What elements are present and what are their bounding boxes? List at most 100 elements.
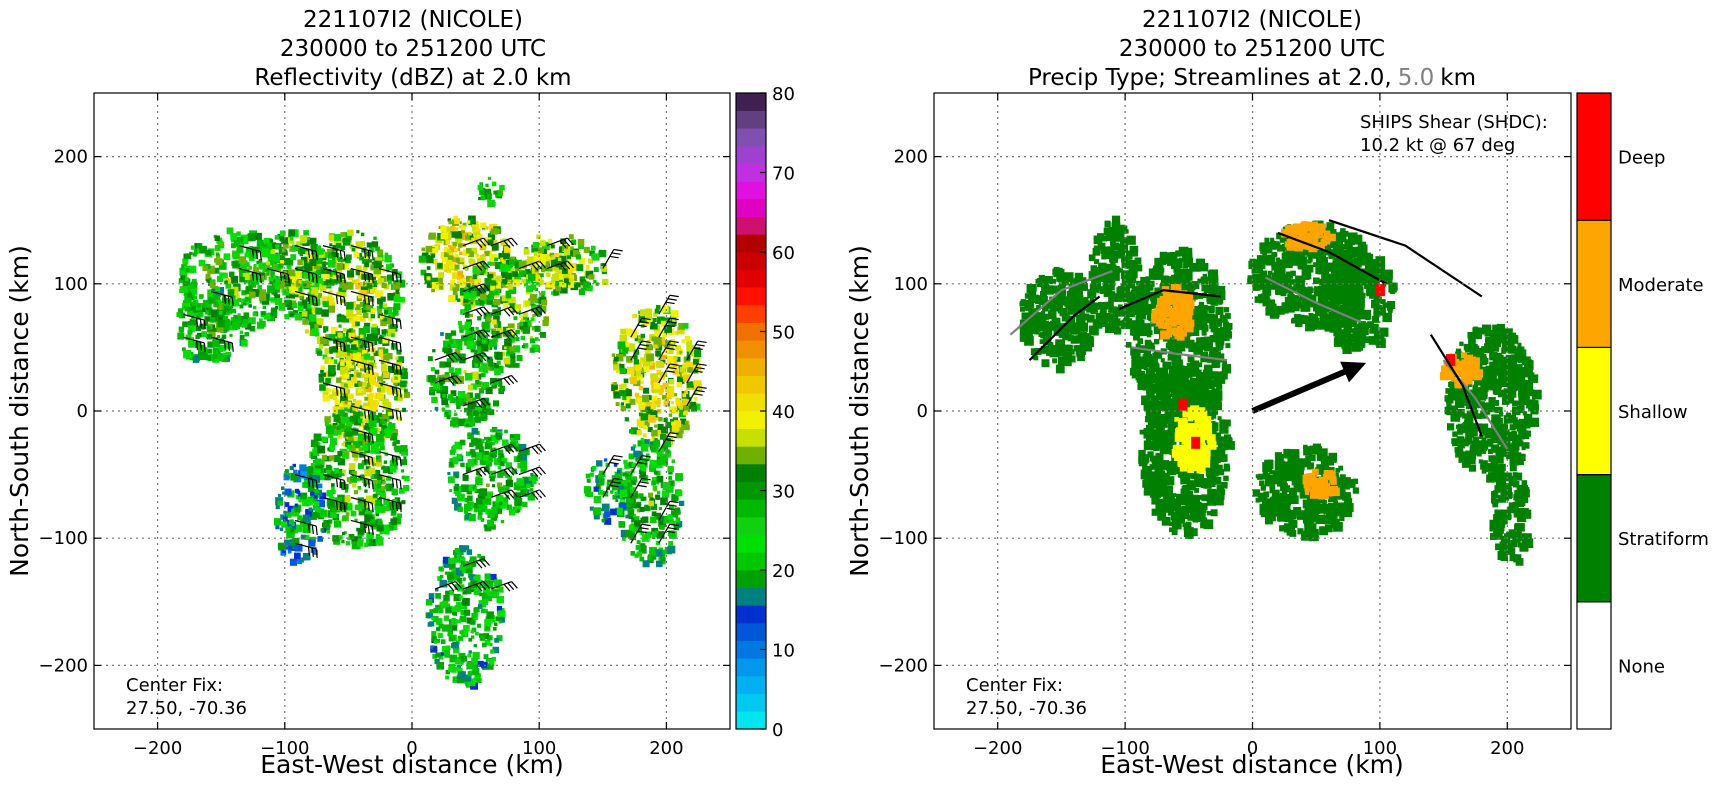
reflectivity-cell — [611, 384, 618, 392]
reflectivity-cell — [544, 259, 548, 263]
reflectivity-cell — [366, 540, 370, 544]
reflectivity-cell — [383, 354, 390, 361]
reflectivity-cell — [466, 340, 473, 347]
reflectivity-cell — [364, 542, 369, 547]
reflectivity-cell — [349, 347, 357, 355]
precip-cell — [1030, 325, 1040, 335]
reflectivity-core-cell — [460, 229, 465, 234]
reflectivity-cell — [213, 267, 220, 274]
precip-cell — [1117, 304, 1123, 310]
reflectivity-cell — [671, 318, 676, 323]
reflectivity-cell — [317, 350, 323, 356]
wind-barb-flag — [479, 239, 487, 247]
reflectivity-cell — [496, 635, 503, 642]
reflectivity-cell — [472, 668, 480, 676]
wind-barb-flag — [665, 438, 675, 442]
reflectivity-cell — [345, 257, 351, 264]
reflectivity-cell — [303, 553, 308, 558]
reflectivity-cell — [370, 308, 375, 313]
reflectivity-cell — [336, 273, 342, 279]
precip-cell — [1028, 293, 1033, 299]
reflectivity-core-cell — [534, 268, 539, 273]
reflectivity-cell — [622, 537, 626, 541]
reflectivity-cell — [451, 256, 458, 264]
reflectivity-cell — [640, 380, 644, 385]
wind-barb-flag — [611, 252, 621, 255]
wind-barb-flag — [539, 466, 546, 475]
wind-barb-flag — [451, 582, 459, 591]
reflectivity-cell — [636, 509, 641, 513]
reflectivity-cell — [336, 364, 343, 371]
colorbar-segment — [736, 605, 766, 624]
precip-cell — [1051, 278, 1057, 284]
reflectivity-cell — [545, 272, 551, 277]
wind-barb-flag — [611, 481, 621, 484]
reflectivity-y-tick-label: −100 — [39, 528, 88, 549]
reflectivity-cell — [375, 290, 383, 299]
reflectivity-cell — [481, 344, 489, 352]
reflectivity-cell — [504, 246, 511, 253]
reflectivity-cell — [365, 466, 371, 471]
reflectivity-cell — [485, 386, 493, 395]
reflectivity-cell — [480, 372, 486, 378]
reflectivity-cell — [206, 302, 211, 307]
reflectivity-cell — [304, 281, 311, 288]
reflectivity-cell — [205, 263, 211, 270]
reflectivity-cell — [631, 517, 637, 523]
reflectivity-cell — [566, 254, 572, 260]
reflectivity-cell — [448, 294, 456, 303]
wind-barb-staff — [378, 451, 401, 458]
reflectivity-cell — [282, 549, 286, 554]
reflectivity-cell — [294, 293, 299, 298]
reflectivity-cell — [477, 660, 484, 667]
reflectivity-cell — [248, 317, 256, 325]
wind-barb-flag — [371, 411, 374, 421]
reflectivity-cell — [640, 465, 647, 472]
reflectivity-cell — [279, 230, 286, 237]
reflectivity-cell — [351, 340, 359, 348]
precip-cell — [1099, 309, 1107, 317]
reflectivity-cell — [341, 362, 349, 369]
reflectivity-cell — [346, 337, 350, 342]
wind-barb-flag — [343, 480, 346, 490]
reflectivity-cell — [483, 454, 490, 461]
reflectivity-cell — [490, 240, 497, 247]
reflectivity-cell — [371, 327, 378, 334]
reflectivity-cell — [589, 250, 595, 257]
reflectivity-cell — [359, 447, 363, 452]
reflectivity-core-cell — [658, 391, 663, 396]
reflectivity-core-cell — [538, 247, 545, 254]
reflectivity-cell — [248, 265, 253, 270]
reflectivity-cell — [389, 324, 398, 332]
reflectivity-cell — [283, 242, 289, 249]
reflectivity-cell — [466, 283, 471, 288]
precip-cell — [1215, 290, 1226, 301]
reflectivity-cell — [351, 329, 355, 333]
reflectivity-cell — [649, 552, 657, 560]
reflectivity-cell — [507, 334, 516, 342]
reflectivity-cell — [488, 250, 492, 255]
reflectivity-core-cell — [546, 256, 551, 260]
wind-barb-flag — [307, 523, 311, 534]
reflectivity-cell — [625, 477, 632, 484]
reflectivity-cell — [643, 421, 650, 427]
reflectivity-cell — [366, 539, 373, 547]
reflectivity-cell — [430, 645, 435, 650]
precip-cell — [1190, 326, 1200, 337]
reflectivity-cell — [322, 372, 327, 377]
precip-cell — [1116, 233, 1125, 242]
reflectivity-cell — [400, 469, 405, 473]
reflectivity-cell — [382, 414, 389, 422]
reflectivity-cell — [244, 331, 250, 337]
reflectivity-cell — [481, 253, 486, 258]
reflectivity-cell — [361, 342, 365, 347]
reflectivity-cell — [495, 283, 502, 289]
reflectivity-core-cell — [453, 248, 459, 253]
reflectivity-cell — [465, 566, 473, 574]
reflectivity-core-cell — [563, 278, 571, 285]
reflectivity-cell — [274, 306, 279, 310]
reflectivity-cell — [225, 351, 232, 358]
reflectivity-cell — [484, 441, 493, 450]
reflectivity-cell — [373, 415, 377, 419]
reflectivity-cell — [362, 312, 369, 319]
